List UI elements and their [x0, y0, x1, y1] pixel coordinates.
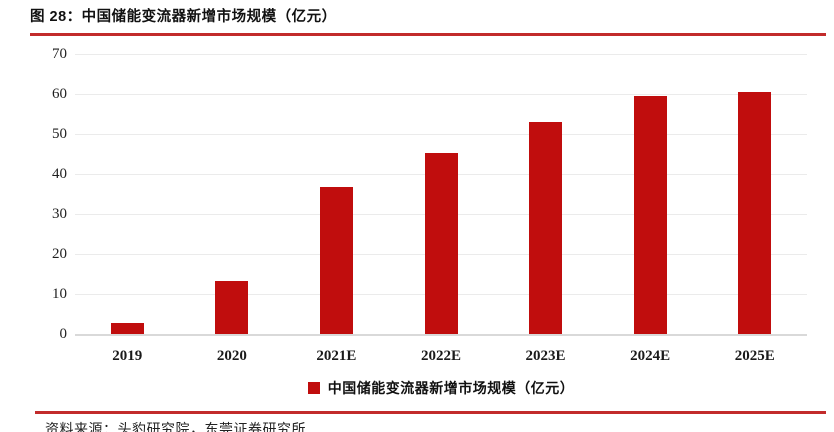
x-tick-label: 2021E: [316, 348, 357, 364]
gridline: [75, 134, 807, 135]
bar-2020: [215, 280, 249, 334]
gridline: [75, 94, 807, 95]
legend-marker-square: [307, 382, 320, 394]
bottom-divider: [35, 411, 826, 414]
gridline: [75, 54, 807, 55]
x-tick-label: 2020: [216, 348, 247, 364]
bar-2021E: [319, 186, 353, 334]
x-tick-label: 2024E: [630, 348, 671, 364]
y-tick-label: 40: [52, 166, 67, 182]
x-tick-label: 2025E: [734, 348, 775, 364]
y-tick-label: 70: [52, 46, 67, 62]
y-tick-label: 10: [52, 286, 67, 302]
x-tick-label: 2023E: [525, 348, 566, 364]
top-divider: [30, 33, 826, 36]
bar-2024E: [633, 96, 667, 334]
chart-legend: 中国储能变流器新增市场规模（亿元）: [75, 378, 807, 398]
bar-2023E: [529, 122, 563, 334]
bar-2025E: [738, 92, 772, 334]
y-tick-label: 60: [52, 86, 67, 102]
y-tick-label: 50: [52, 126, 67, 142]
figure-title: 图 28：中国储能变流器新增市场规模（亿元）: [30, 9, 337, 25]
y-tick-label: 0: [59, 326, 68, 342]
bar-2022E: [424, 152, 458, 334]
legend-label: 中国储能变流器新增市场规模（亿元）: [327, 380, 575, 396]
source-note: 资料来源：头豹研究院，东莞证券研究所: [45, 423, 306, 432]
y-tick-label: 20: [52, 246, 67, 262]
bar-2019: [110, 322, 144, 334]
x-tick-label: 2022E: [420, 348, 461, 364]
y-tick-label: 30: [52, 206, 67, 222]
x-tick-label: 2019: [112, 348, 143, 364]
x-axis-baseline: [75, 334, 807, 336]
